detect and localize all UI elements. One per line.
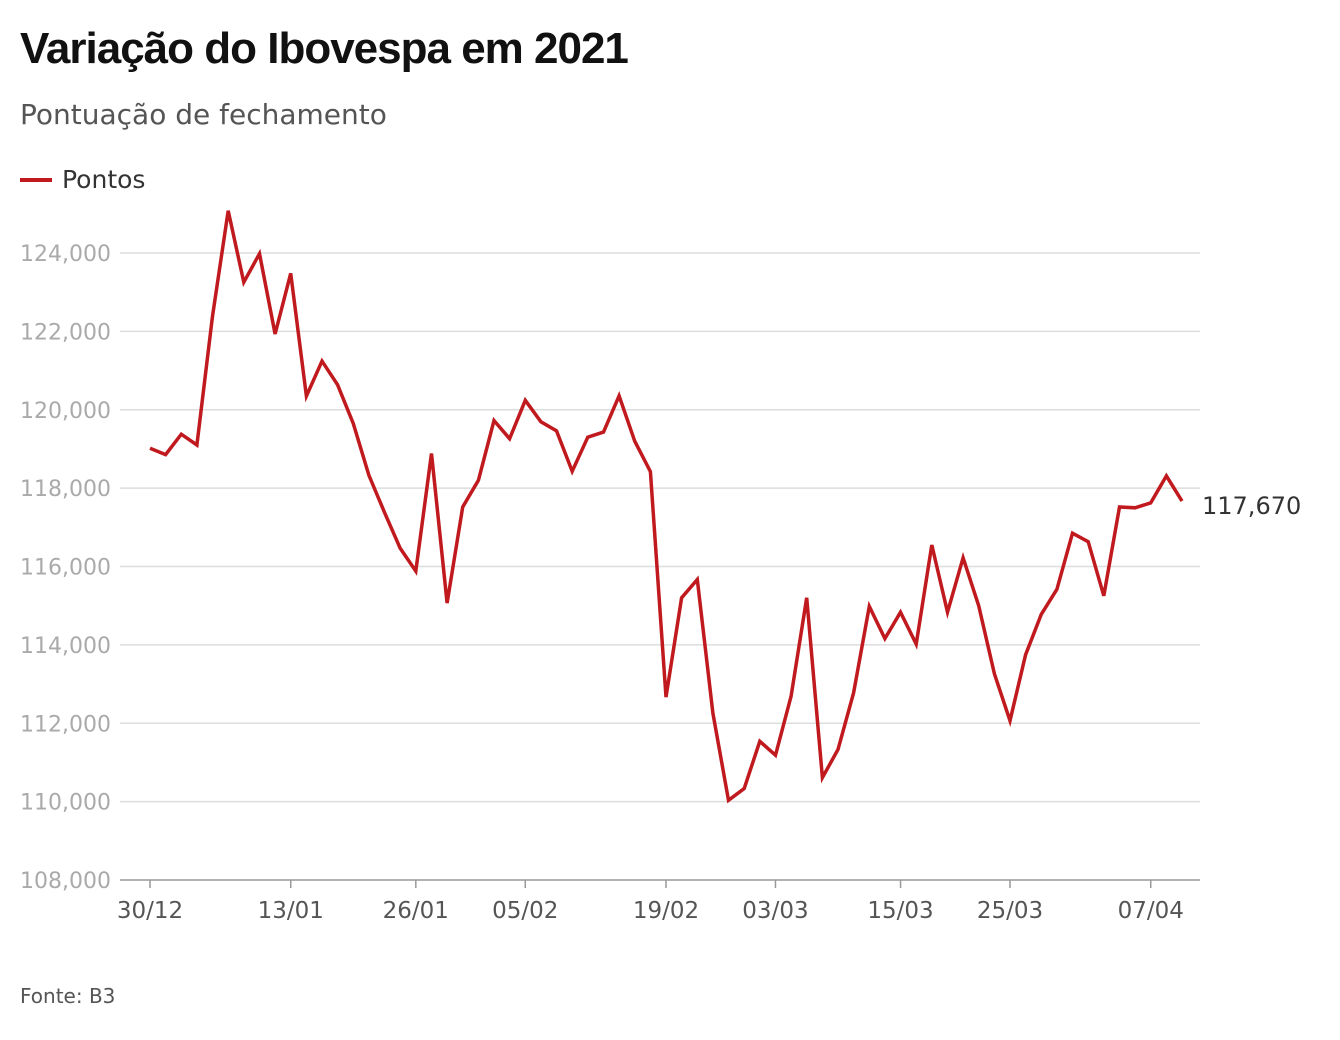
- data-point: [570, 469, 574, 473]
- data-point: [711, 711, 715, 715]
- data-point: [727, 798, 731, 802]
- data-point: [1086, 540, 1090, 544]
- data-point: [476, 478, 480, 482]
- y-tick-label: 116,000: [20, 556, 111, 581]
- data-point: [633, 439, 637, 443]
- y-tick-label: 118,000: [20, 477, 111, 502]
- data-point: [1071, 531, 1075, 535]
- data-point: [1164, 474, 1168, 478]
- data-point: [195, 443, 199, 447]
- y-tick-label: 108,000: [20, 869, 111, 894]
- gridlines: [120, 252, 1200, 803]
- y-tick-label: 110,000: [20, 791, 111, 816]
- data-point: [445, 601, 449, 605]
- data-point: [977, 604, 981, 608]
- data-point: [1039, 612, 1043, 616]
- data-point: [1055, 587, 1059, 591]
- data-point: [304, 394, 308, 398]
- end-value-label: 117,670: [1202, 492, 1301, 520]
- data-point: [992, 672, 996, 676]
- data-point: [945, 610, 949, 614]
- data-point: [414, 569, 418, 573]
- data-point: [555, 429, 559, 433]
- data-point: [367, 473, 371, 477]
- y-tick-label: 124,000: [20, 242, 111, 267]
- x-tick-label: 15/03: [867, 898, 933, 924]
- data-point: [523, 398, 527, 402]
- chart-title: Variação do Ibovespa em 2021: [20, 24, 629, 73]
- data-point: [648, 470, 652, 474]
- data-point: [930, 543, 934, 547]
- data-point: [820, 776, 824, 780]
- y-tick-label: 114,000: [20, 634, 111, 659]
- data-point: [351, 422, 355, 426]
- data-point: [257, 252, 261, 256]
- x-tick-label: 05/02: [492, 898, 558, 924]
- x-tick-label: 25/03: [977, 898, 1043, 924]
- data-point: [789, 694, 793, 698]
- series-group: [148, 209, 1184, 804]
- x-tick-label: 13/01: [258, 898, 324, 924]
- data-point: [320, 359, 324, 363]
- data-point: [601, 430, 605, 434]
- data-point: [148, 446, 152, 450]
- data-point: [1008, 719, 1012, 723]
- y-tick-label: 122,000: [20, 320, 111, 345]
- data-point: [773, 753, 777, 757]
- x-tick-label: 03/03: [742, 898, 808, 924]
- data-point: [758, 739, 762, 743]
- data-point: [1149, 501, 1153, 505]
- data-point: [429, 452, 433, 456]
- y-axis-ticks: 108,000 110,000 112,000 114,000 116,000 118,0…: [20, 242, 111, 894]
- source-note: Fonte: B3: [20, 984, 116, 1008]
- data-point: [1117, 505, 1121, 509]
- data-point: [805, 596, 809, 600]
- data-point: [680, 596, 684, 600]
- data-point: [664, 695, 668, 699]
- x-tick-label: 30/12: [117, 898, 183, 924]
- data-point: [883, 637, 887, 641]
- x-axis-ticks: 30/12 13/01 26/01 05/02 19/02 03/03 15/03 25/03…: [117, 880, 1184, 924]
- data-point: [852, 691, 856, 695]
- data-point: [695, 578, 699, 582]
- data-point: [179, 432, 183, 436]
- x-tick-label: 07/04: [1118, 898, 1184, 924]
- legend: Pontos: [20, 165, 145, 194]
- data-point: [164, 453, 168, 457]
- data-point: [899, 610, 903, 614]
- data-point: [508, 437, 512, 441]
- data-point: [961, 556, 965, 560]
- x-tick-label: 19/02: [633, 898, 699, 924]
- legend-label: Pontos: [62, 165, 146, 194]
- y-tick-label: 120,000: [20, 399, 111, 424]
- data-point: [1133, 506, 1137, 510]
- data-point: [398, 546, 402, 550]
- data-point: [914, 642, 918, 646]
- data-point: [226, 209, 230, 213]
- data-point: [242, 280, 246, 284]
- y-tick-label: 112,000: [20, 712, 111, 737]
- data-point: [1024, 653, 1028, 657]
- legend-swatch: [20, 177, 52, 182]
- data-point: [742, 786, 746, 790]
- data-point: [1180, 499, 1184, 503]
- data-point: [1102, 594, 1106, 598]
- data-point: [383, 510, 387, 514]
- x-tick-label: 26/01: [383, 898, 449, 924]
- data-point: [289, 271, 293, 275]
- data-point: [211, 314, 215, 318]
- data-point: [539, 420, 543, 424]
- data-point: [273, 332, 277, 336]
- chart-subtitle: Pontuação de fechamento: [20, 98, 387, 131]
- data-point: [461, 505, 465, 509]
- data-point: [836, 747, 840, 751]
- data-point: [867, 604, 871, 608]
- data-point: [617, 394, 621, 398]
- data-point: [336, 383, 340, 387]
- data-point: [492, 419, 496, 423]
- data-point: [586, 435, 590, 439]
- series-line-pontos: [149, 210, 1184, 804]
